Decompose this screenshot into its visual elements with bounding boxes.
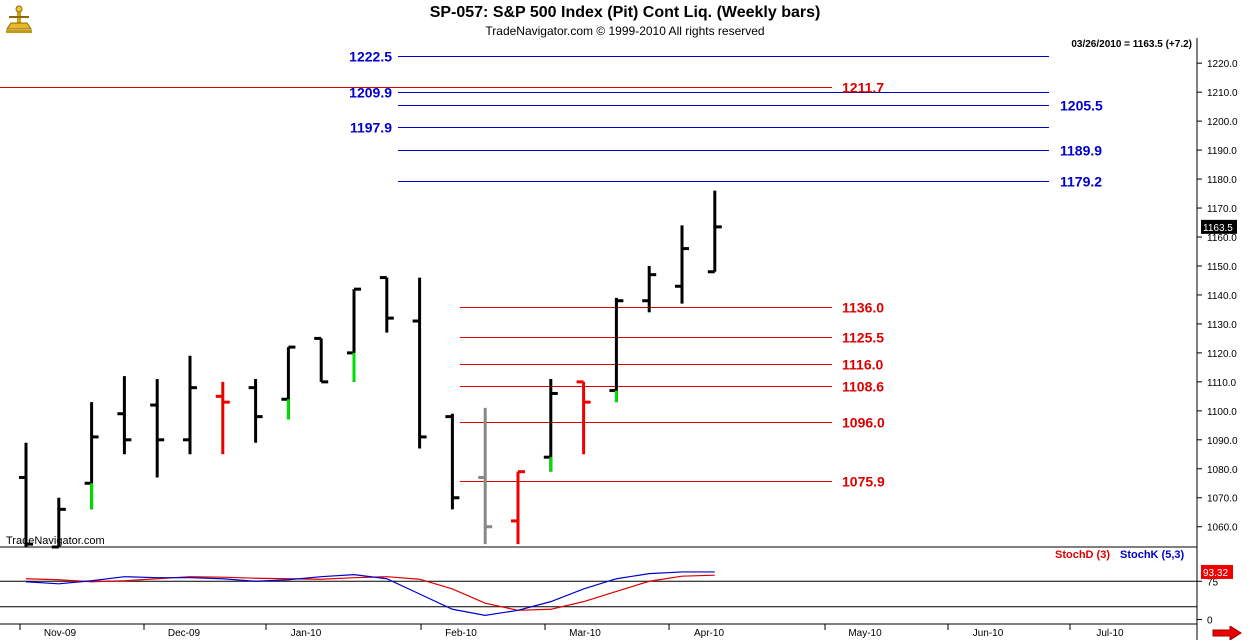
level-label-7: 1136.0 <box>842 300 884 316</box>
price-bar-12 <box>412 277 427 449</box>
price-bar-8 <box>281 345 296 420</box>
date-tick-label-0: Nov-09 <box>44 628 77 639</box>
price-tick-label-10: 1160.0 <box>1207 233 1237 244</box>
stoch-tick-label-1: 0 <box>1207 615 1213 626</box>
date-tick-label-4: Mar-10 <box>569 628 601 639</box>
date-axis: Nov-09 Dec-09 Jan-10 Feb-10 Mar-10 Apr-10 May-… <box>19 624 1124 639</box>
price-bar-3 <box>117 376 132 455</box>
date-tick-label-1: Dec-09 <box>168 628 201 639</box>
price-bar-20 <box>675 225 689 304</box>
price-tick-label-15: 1210.0 <box>1207 88 1238 99</box>
stoch-last-label: 93.32 <box>1203 568 1228 579</box>
price-tick-label-13: 1190.0 <box>1207 146 1237 157</box>
price-bar-15 <box>511 470 525 545</box>
legend-stochk: StochK (5,3) <box>1120 549 1185 561</box>
chart-frame <box>0 38 1198 640</box>
level-label-2: 1197.9 <box>350 120 392 136</box>
price-bar-0 <box>19 442 33 547</box>
chart-title: SP-057: S&P 500 Index (Pit) Cont Liq. (W… <box>429 4 821 21</box>
date-tick-label-2: Jan-10 <box>291 628 322 639</box>
legend-stochd: StochD (3) <box>1055 549 1110 561</box>
price-bar-7 <box>248 378 263 443</box>
price-tick-label-0: 1060.0 <box>1207 523 1238 534</box>
level-label-6: 1211.7 <box>842 80 884 96</box>
stoch-tick-label-0: 75 <box>1207 577 1219 588</box>
trade-navigator-logo-icon <box>6 5 32 33</box>
date-tick-label-6: May-10 <box>848 628 882 639</box>
stoch-last-box <box>1201 564 1233 579</box>
price-bar-14 <box>478 407 493 545</box>
level-label-10: 1108.6 <box>842 379 884 395</box>
last-price-info: 03/26/2010 = 1163.5 (+7.2) <box>1071 39 1192 50</box>
price-bar-13 <box>445 413 460 510</box>
price-tick-label-8: 1140.0 <box>1207 291 1237 302</box>
price-tick-label-7: 1130.0 <box>1207 320 1237 331</box>
price-bar-5 <box>183 355 197 455</box>
stoch-series-1 <box>25 571 715 616</box>
price-tick-label-11: 1170.0 <box>1207 204 1237 215</box>
price-bar-16 <box>543 378 558 472</box>
price-bar-11 <box>379 276 394 333</box>
scroll-right-arrow-icon[interactable] <box>1212 626 1242 640</box>
level-label-8: 1125.5 <box>842 330 884 346</box>
level-label-4: 1189.9 <box>1060 143 1102 159</box>
price-bar-17 <box>576 380 591 455</box>
chart-subtitle: TradeNavigator.com © 1999-2010 All right… <box>485 24 765 38</box>
price-tick-label-3: 1090.0 <box>1207 436 1238 447</box>
price-tick-label-6: 1120.0 <box>1207 349 1237 360</box>
level-label-5: 1179.2 <box>1060 174 1102 190</box>
last-price-box <box>1201 219 1237 234</box>
price-bar-6 <box>215 381 230 455</box>
level-label-9: 1116.0 <box>842 357 883 373</box>
price-tick-label-14: 1200.0 <box>1207 117 1238 128</box>
price-tick-label-12: 1180.0 <box>1207 175 1237 186</box>
level-label-12: 1075.9 <box>842 474 885 490</box>
price-bar-18 <box>609 297 624 403</box>
level-label-11: 1096.0 <box>842 415 885 431</box>
price-bar-21 <box>707 190 722 274</box>
watermark: TradeNavigator.com <box>6 535 105 547</box>
stochastic-panel: 75 0 93.32 <box>25 564 1233 626</box>
price-bar-19 <box>642 265 657 313</box>
price-bars <box>19 190 722 549</box>
price-tick-label-1: 1070.0 <box>1207 494 1238 505</box>
price-tick-label-16: 1220.0 <box>1207 59 1238 70</box>
price-bar-10 <box>347 287 361 382</box>
price-axis: 1060.0 1070.0 1080.0 1090.0 1100.0 1110.0 1120… <box>1197 59 1238 534</box>
price-tick-label-4: 1100.0 <box>1207 407 1237 418</box>
support-resistance-levels: 1222.5 1209.9 1197.9 1205.5 1189.9 1179.2 1211… <box>0 49 1103 490</box>
price-bar-4 <box>150 378 165 478</box>
level-label-3: 1205.5 <box>1060 98 1103 114</box>
price-bar-9 <box>314 336 329 384</box>
level-label-0: 1222.5 <box>349 49 392 65</box>
price-bar-1 <box>51 497 66 549</box>
price-tick-label-5: 1110.0 <box>1207 378 1237 389</box>
last-price-label: 1163.5 <box>1203 223 1233 234</box>
date-tick-label-8: Jul-10 <box>1096 628 1124 639</box>
price-tick-label-2: 1080.0 <box>1207 465 1238 476</box>
date-tick-label-3: Feb-10 <box>445 628 477 639</box>
date-tick-label-5: Apr-10 <box>694 628 724 639</box>
price-tick-label-9: 1150.0 <box>1207 262 1237 273</box>
date-tick-label-7: Jun-10 <box>973 628 1004 639</box>
price-bar-2 <box>84 402 99 510</box>
level-label-1: 1209.9 <box>349 85 392 101</box>
